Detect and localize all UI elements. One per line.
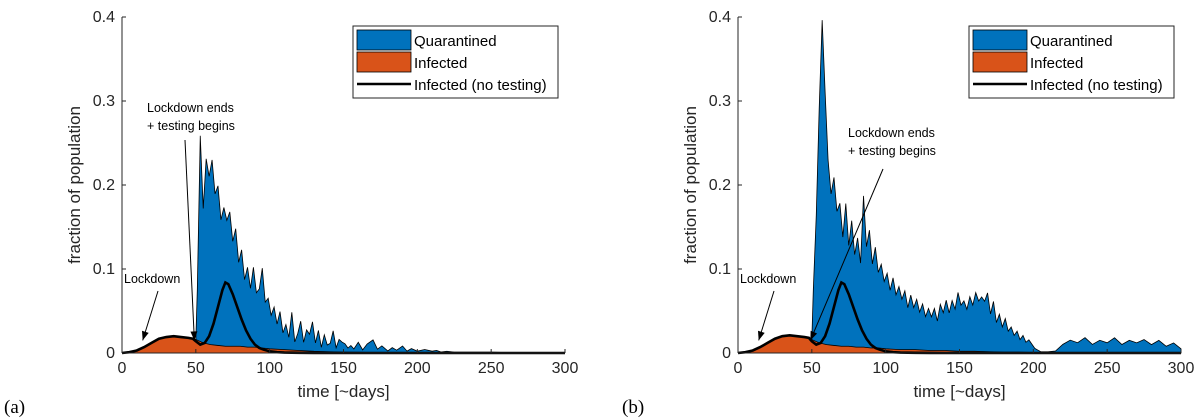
x-tick-label: 0 [118,360,127,377]
y-tick-label: 0.2 [93,177,115,194]
annotation-arrow [809,168,884,341]
panel-letter: (b) [622,397,644,418]
y-tick-label: 0 [722,345,731,362]
legend-entry: Quarantined [414,33,497,50]
x-tick-label: 0 [734,360,743,377]
no-testing-line [737,280,1181,355]
legend-entry: Infected (no testing) [414,77,547,94]
annotation-testing: Lockdown ends [147,101,234,115]
y-tick-label: 0.3 [709,93,731,110]
legend-swatch [972,51,1028,73]
y-tick-label: 0 [106,345,115,362]
arrow-head [757,330,765,341]
annotation-testing: + testing begins [147,119,235,133]
panel-b: 0 50 100 150 200 250 300 0 0.1 0.2 0.3 0.4 time [~da… [622,9,1194,418]
panel-letter: (a) [4,397,25,418]
annotation-lockdown: Lockdown [740,272,796,286]
y-tick-label: 0.3 [93,93,115,110]
x-axis-label: time [~days] [297,382,389,401]
x-tick-label: 100 [872,360,899,377]
legend-entry: Infected [414,55,467,72]
x-tick-label: 50 [187,360,205,377]
arrow-head [190,331,198,341]
legend-entry: Infected (no testing) [1030,77,1163,94]
y-axis-label: fraction of population [65,106,84,264]
annotation-testing: + testing begins [848,144,936,158]
quarantined-area [121,135,565,354]
annotation-testing: Lockdown ends [848,126,935,140]
legend-swatch [356,29,412,51]
x-tick-label: 300 [1168,360,1195,377]
x-tick-label: 250 [478,360,505,377]
x-tick-label: 150 [946,360,973,377]
legend-swatch [972,29,1028,51]
x-tick-label: 200 [404,360,431,377]
quarantined-area [737,20,1182,354]
arrow-head [810,330,818,341]
no-testing-line [121,280,565,355]
legend-entry: Infected [1030,55,1083,72]
y-tick-label: 0.1 [93,261,115,278]
x-tick-label: 250 [1094,360,1121,377]
x-axis-label: time [~days] [913,382,1005,401]
annotation-lockdown: Lockdown [124,272,180,286]
legend: Quarantined Infected Infected (no testing) [352,25,559,99]
x-tick-label: 300 [552,360,579,377]
panel-a: 0 50 100 150 200 250 300 0 0.1 0.2 0.3 0.4 time [~da… [4,9,578,418]
x-tick-label: 150 [330,360,357,377]
arrow-head [141,330,149,341]
y-tick-label: 0.4 [93,9,115,26]
annotation-arrow [184,139,195,341]
legend-entry: Quarantined [1030,33,1113,50]
y-tick-label: 0.1 [709,261,731,278]
y-axis-label: fraction of population [681,106,700,264]
y-tick-label: 0.2 [709,177,731,194]
x-tick-label: 50 [803,360,821,377]
x-tick-label: 200 [1020,360,1047,377]
legend-swatch [356,51,412,73]
x-tick-label: 100 [256,360,283,377]
legend: Quarantined Infected Infected (no testing) [968,25,1175,99]
y-tick-label: 0.4 [709,9,731,26]
